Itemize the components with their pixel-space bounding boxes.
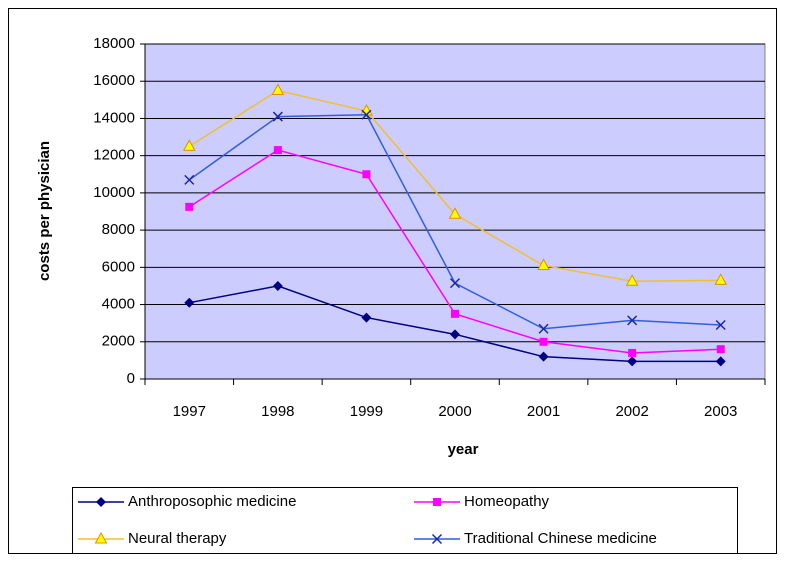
y-tick-label: 10000 [93,184,135,201]
legend-label: Homeopathy [464,493,550,510]
y-tick-label: 2000 [102,333,135,350]
marker [184,174,195,185]
marker [451,309,459,318]
marker [272,111,283,122]
marker [448,207,462,219]
marker [538,351,549,362]
y-tick-label: 6000 [102,258,135,275]
legend-label: Anthroposophic medicine [128,493,296,510]
marker [433,498,441,506]
marker [538,323,549,334]
y-tick-label: 14000 [93,109,135,126]
marker [94,531,108,544]
x-tick-label: 2000 [438,403,471,420]
x-tick-label: 2002 [615,403,648,420]
marker [627,356,638,367]
marker [450,329,460,340]
marker [272,280,283,291]
marker [714,273,728,285]
marker [627,315,638,326]
marker [361,312,372,323]
marker [625,274,639,286]
x-tick-label: 2003 [704,403,737,420]
x-tick-label: 1998 [261,403,294,420]
marker [96,497,106,507]
marker [715,356,726,367]
x-tick-label: 2001 [527,403,560,420]
marker [182,139,196,151]
marker [537,258,550,270]
x-tick-label: 1999 [350,403,383,420]
marker [715,319,726,331]
marker [628,348,637,357]
marker [431,533,443,545]
y-tick-label: 4000 [102,296,135,313]
marker [362,170,371,179]
legend-label: Neural therapy [128,530,227,547]
y-tick-label: 12000 [93,147,135,164]
marker [361,109,372,120]
y-tick-label: 8000 [102,221,135,238]
marker [716,345,725,354]
marker [273,146,282,155]
x-axis-label: year [448,441,479,458]
marker [184,297,195,308]
y-tick-label: 16000 [93,72,135,89]
marker [271,83,285,96]
marker [539,337,548,346]
legend-label: Traditional Chinese medicine [464,530,657,547]
marker [449,278,461,289]
y-axis-label: costs per physician [36,141,53,281]
y-tick-label: 0 [127,370,135,387]
x-tick-label: 1997 [173,403,206,420]
y-tick-label: 18000 [93,35,135,52]
marker [185,202,194,211]
legend [72,487,738,554]
